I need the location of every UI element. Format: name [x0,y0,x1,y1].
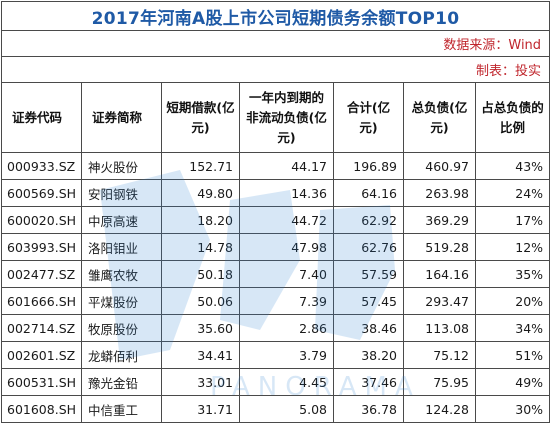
cell-name: 牧原股份 [81,314,162,342]
cell-total-liab: 460.97 [403,152,476,180]
header-noncurrent-due: 一年内到期的非流动负债(亿元) [239,82,334,153]
cell-short-loan: 31.71 [161,395,240,423]
table-body: 000933.SZ 神火股份 152.71 44.17 196.89 460.97 43% 6… [1,152,550,423]
cell-total-liab: 75.12 [403,341,476,369]
cell-short-loan: 33.01 [161,368,240,396]
cell-total: 62.76 [333,233,404,261]
cell-noncurrent-due: 3.79 [239,341,334,369]
header-total: 合计(亿元) [333,82,404,153]
cell-code: 600020.SH [1,206,82,234]
cell-total-liab: 124.28 [403,395,476,423]
cell-total: 62.92 [333,206,404,234]
table-title: 2017年河南A股上市公司短期债务余额TOP10 [0,1,550,31]
cell-total: 57.45 [333,287,404,315]
cell-ratio: 12% [474,233,550,261]
table-row: 002601.SZ 龙蟒佰利 34.41 3.79 38.20 75.12 51% [1,341,550,369]
cell-name: 雏鹰农牧 [81,260,162,288]
cell-total-liab: 369.29 [403,206,476,234]
cell-total: 38.46 [333,314,404,342]
cell-short-loan: 18.20 [161,206,240,234]
table-row: 600569.SH 安阳钢铁 49.80 14.36 64.16 263.98 24% [1,179,550,207]
cell-ratio: 51% [474,341,550,369]
cell-short-loan: 14.78 [161,233,240,261]
table-row: 000933.SZ 神火股份 152.71 44.17 196.89 460.97 43% [1,152,550,180]
cell-name: 平煤股份 [81,287,162,315]
table-row: 603993.SH 洛阳钼业 14.78 47.98 62.76 519.28 12% [1,233,550,261]
cell-name: 洛阳钼业 [81,233,162,261]
cell-code: 601666.SH [1,287,82,315]
cell-short-loan: 34.41 [161,341,240,369]
table-row: 002714.SZ 牧原股份 35.60 2.86 38.46 113.08 34% [1,314,550,342]
cell-name: 安阳钢铁 [81,179,162,207]
cell-code: 002477.SZ [1,260,82,288]
cell-name: 豫光金铅 [81,368,162,396]
table-row: 601666.SH 平煤股份 50.06 7.39 57.45 293.47 20% [1,287,550,315]
cell-short-loan: 35.60 [161,314,240,342]
cell-ratio: 34% [474,314,550,342]
cell-total: 196.89 [333,152,404,180]
cell-noncurrent-due: 47.98 [239,233,334,261]
header-short-loan: 短期借款(亿元) [161,82,240,153]
debt-table: 2017年河南A股上市公司短期债务余额TOP10 数据来源：Wind 制表：投实… [0,1,550,423]
cell-total: 57.59 [333,260,404,288]
cell-total-liab: 75.95 [403,368,476,396]
cell-name: 龙蟒佰利 [81,341,162,369]
maker-row: 制表：投实 [0,56,550,83]
header-name: 证券简称 [81,82,162,153]
cell-code: 603993.SH [1,233,82,261]
cell-ratio: 30% [474,395,550,423]
cell-ratio: 35% [474,260,550,288]
cell-short-loan: 152.71 [161,152,240,180]
cell-code: 600569.SH [1,179,82,207]
header-ratio: 占总负债的比例 [474,82,550,153]
cell-noncurrent-due: 4.45 [239,368,334,396]
cell-name: 中原高速 [81,206,162,234]
table-row: 600020.SH 中原高速 18.20 44.72 62.92 369.29 17% [1,206,550,234]
source-row: 数据来源：Wind [0,30,550,57]
cell-total: 64.16 [333,179,404,207]
cell-ratio: 24% [474,179,550,207]
data-source: 数据来源：Wind [0,30,550,57]
cell-noncurrent-due: 5.08 [239,395,334,423]
header-total-liab: 总负债(亿元) [403,82,476,153]
cell-total-liab: 263.98 [403,179,476,207]
cell-code: 000933.SZ [1,152,82,180]
cell-total: 37.46 [333,368,404,396]
cell-total-liab: 113.08 [403,314,476,342]
header-row: 证券代码 证券简称 短期借款(亿元) 一年内到期的非流动负债(亿元) 合计(亿元… [1,82,550,153]
cell-total: 36.78 [333,395,404,423]
cell-ratio: 20% [474,287,550,315]
cell-total-liab: 164.16 [403,260,476,288]
cell-ratio: 49% [474,368,550,396]
cell-name: 中信重工 [81,395,162,423]
cell-name: 神火股份 [81,152,162,180]
table-row: 601608.SH 中信重工 31.71 5.08 36.78 124.28 30% [1,395,550,423]
cell-total: 38.20 [333,341,404,369]
cell-noncurrent-due: 7.39 [239,287,334,315]
cell-code: 601608.SH [1,395,82,423]
title-row: 2017年河南A股上市公司短期债务余额TOP10 [0,1,550,31]
cell-noncurrent-due: 2.86 [239,314,334,342]
cell-ratio: 43% [474,152,550,180]
cell-short-loan: 50.18 [161,260,240,288]
cell-code: 002714.SZ [1,314,82,342]
cell-noncurrent-due: 7.40 [239,260,334,288]
cell-total-liab: 293.47 [403,287,476,315]
table-row: 002477.SZ 雏鹰农牧 50.18 7.40 57.59 164.16 35% [1,260,550,288]
cell-noncurrent-due: 44.17 [239,152,334,180]
header-code: 证券代码 [1,82,82,153]
cell-short-loan: 49.80 [161,179,240,207]
cell-code: 002601.SZ [1,341,82,369]
cell-noncurrent-due: 14.36 [239,179,334,207]
cell-noncurrent-due: 44.72 [239,206,334,234]
cell-ratio: 17% [474,206,550,234]
table-maker: 制表：投实 [0,56,550,83]
cell-total-liab: 519.28 [403,233,476,261]
cell-code: 600531.SH [1,368,82,396]
table-row: 600531.SH 豫光金铅 33.01 4.45 37.46 75.95 49% [1,368,550,396]
cell-short-loan: 50.06 [161,287,240,315]
